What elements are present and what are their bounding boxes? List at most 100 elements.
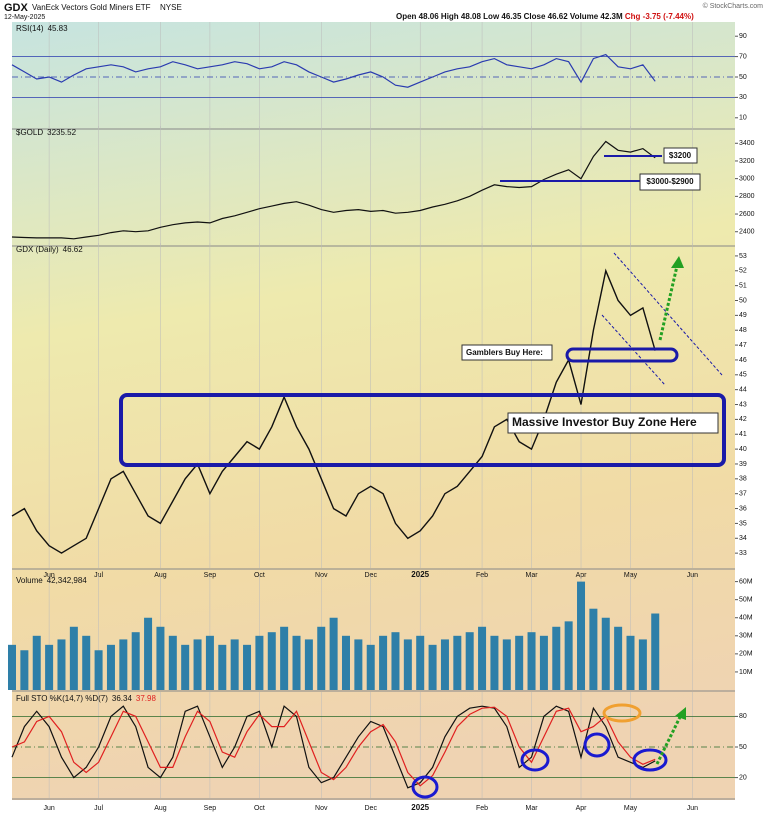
x-tick-label: Nov bbox=[315, 805, 328, 812]
volume-bar bbox=[45, 644, 54, 690]
title: Full STO %K(14,7) %D(7) bbox=[16, 694, 108, 703]
trend-line bbox=[613, 252, 723, 376]
y-tick-label: 40 bbox=[739, 446, 747, 453]
volume-bar bbox=[589, 608, 598, 690]
volume-bar bbox=[106, 644, 115, 690]
quote-item: Close 46.62 bbox=[524, 12, 570, 21]
volume-bar bbox=[205, 635, 214, 690]
volume-bar bbox=[626, 635, 635, 690]
volume-bar bbox=[403, 639, 412, 690]
y-tick-label: 20M bbox=[739, 651, 753, 658]
x-tick-label: Oct bbox=[254, 805, 265, 812]
x-tick-label: Sep bbox=[204, 805, 217, 812]
panel-title: Volume 42,342,984 bbox=[16, 576, 87, 585]
circle bbox=[583, 732, 611, 758]
arrow-head bbox=[671, 256, 684, 268]
annotation: $3200 bbox=[669, 151, 692, 160]
y-tick-label: 44 bbox=[739, 387, 747, 394]
panel-title: Full STO %K(14,7) %D(7) 36.34 37.98 bbox=[16, 694, 156, 703]
last-value: 3235.52 bbox=[47, 128, 76, 137]
y-tick-label: 51 bbox=[739, 282, 747, 289]
volume-bar bbox=[57, 639, 66, 690]
y-tick-label: 53 bbox=[739, 253, 747, 260]
volume-bar bbox=[638, 639, 647, 690]
volume-bar bbox=[304, 639, 313, 690]
label-box bbox=[461, 344, 553, 361]
x-tick-label: Mar bbox=[526, 572, 539, 579]
volume-bar bbox=[354, 639, 363, 690]
circle bbox=[520, 748, 550, 772]
volume-bar bbox=[168, 635, 177, 690]
y-tick-label: 70 bbox=[739, 53, 747, 60]
x-tick-label: 2025 bbox=[411, 570, 429, 579]
volume-bar bbox=[20, 650, 29, 690]
volume-bar bbox=[527, 632, 536, 690]
y-tick-label: 40M bbox=[739, 615, 753, 622]
volume-bar bbox=[243, 644, 252, 690]
y-tick-label: 2400 bbox=[739, 229, 755, 236]
series-line bbox=[11, 706, 656, 787]
series-line bbox=[11, 53, 656, 88]
y-tick-label: 10M bbox=[739, 669, 753, 676]
gdx-annotations: Massive Investor Buy Zone Here Gamblers … bbox=[119, 252, 726, 467]
buy-zone-box bbox=[119, 393, 726, 467]
volume-bar bbox=[329, 617, 338, 690]
y-tick-label: 49 bbox=[739, 312, 747, 319]
volume-bar bbox=[280, 626, 289, 690]
label-box bbox=[639, 173, 701, 191]
x-tick-label: Jun bbox=[43, 805, 54, 812]
y-tick-label: 48 bbox=[739, 327, 747, 334]
x-tick-label: Apr bbox=[576, 572, 588, 579]
y-tick-label: 2600 bbox=[739, 211, 755, 218]
quote-item: Volume 42.3M bbox=[570, 12, 625, 21]
y-tick-label: 38 bbox=[739, 476, 747, 483]
volume-bar bbox=[292, 635, 301, 690]
title: GDX (Daily) bbox=[16, 245, 59, 254]
y-tick-label: 34 bbox=[739, 535, 747, 542]
x-tick-label: 2025 bbox=[411, 803, 429, 812]
volume-bar bbox=[416, 635, 425, 690]
volume-bar bbox=[601, 617, 610, 690]
annotation: $3000-$2900 bbox=[646, 177, 694, 186]
x-tick-label: Jul bbox=[94, 805, 103, 812]
y-tick-label: 36 bbox=[739, 505, 747, 512]
volume-bar bbox=[440, 639, 449, 690]
volume-bar bbox=[218, 644, 227, 690]
volume-bar bbox=[119, 639, 128, 690]
x-tick-label: Dec bbox=[365, 805, 378, 812]
series-line bbox=[11, 268, 656, 554]
y-tick-label: 37 bbox=[739, 491, 747, 498]
y-tick-label: 80 bbox=[739, 713, 747, 720]
circle bbox=[411, 775, 439, 799]
volume-bar bbox=[156, 626, 165, 690]
y-tick-label: 41 bbox=[739, 431, 747, 438]
volume-bar bbox=[564, 621, 573, 690]
y-tick-label: 10 bbox=[739, 115, 747, 122]
y-tick-label: 30M bbox=[739, 633, 753, 640]
volume-bar bbox=[317, 626, 326, 690]
title: $GOLD bbox=[16, 128, 43, 137]
y-tick-label: 35 bbox=[739, 520, 747, 527]
exchange: NYSE bbox=[160, 3, 182, 12]
volume-bar bbox=[552, 626, 561, 690]
arrow bbox=[658, 265, 679, 341]
volume-bar bbox=[478, 626, 487, 690]
date: 12-May-2025 bbox=[4, 14, 45, 21]
y-tick-label: 47 bbox=[739, 342, 747, 349]
x-tick-label: Feb bbox=[476, 805, 488, 812]
x-tick-label: Mar bbox=[526, 805, 539, 812]
volume-bar bbox=[341, 635, 350, 690]
y-tick-label: 39 bbox=[739, 461, 747, 468]
volume-bar bbox=[255, 635, 264, 690]
volume-bar bbox=[428, 644, 437, 690]
panel-title: RSI(14) 45.83 bbox=[16, 24, 68, 33]
title: RSI(14) bbox=[16, 24, 44, 33]
panels: 90 70 50 30 10 RSI(14) 45.83 3400 3200 3000 2800 26… bbox=[8, 22, 755, 812]
y-tick-label: 33 bbox=[739, 550, 747, 557]
y-tick-label: 50 bbox=[739, 74, 747, 81]
quote-item: Open 48.06 bbox=[396, 12, 441, 21]
volume-bar bbox=[515, 635, 524, 690]
label-box bbox=[507, 412, 719, 434]
panel-title: GDX (Daily) 46.62 bbox=[16, 245, 83, 254]
